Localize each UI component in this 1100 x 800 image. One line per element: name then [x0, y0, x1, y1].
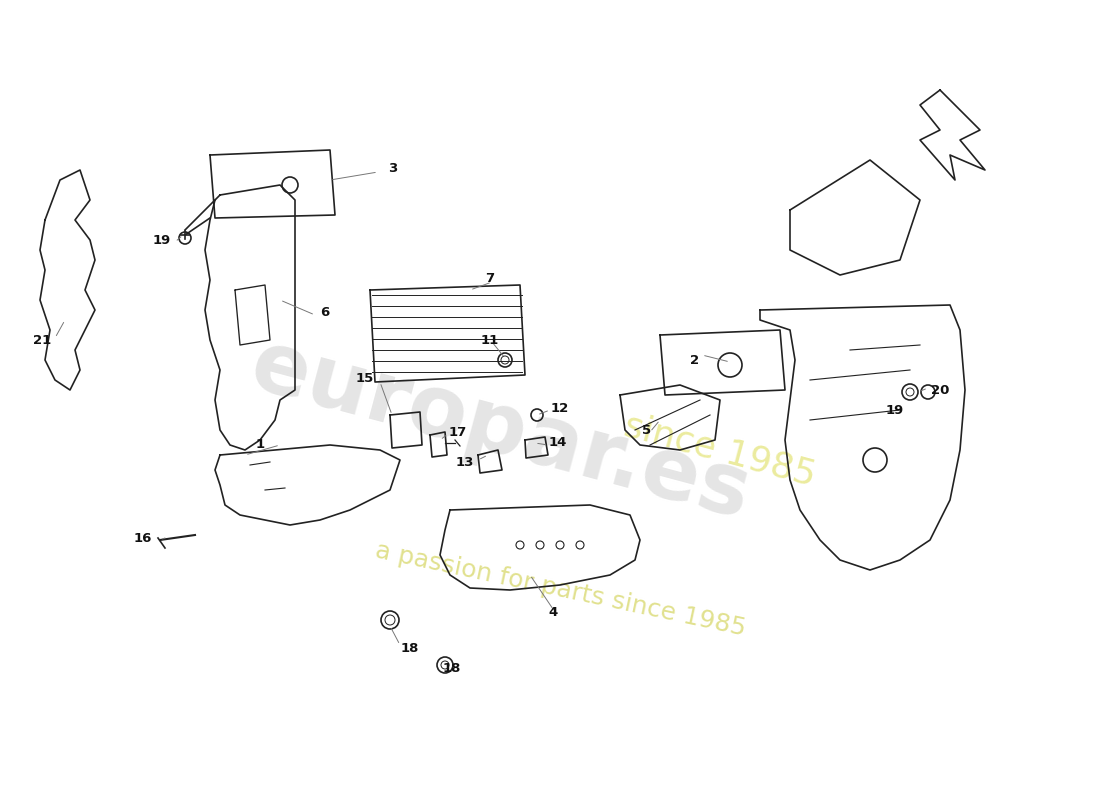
Text: 7: 7: [485, 271, 495, 285]
Text: a passion for parts since 1985: a passion for parts since 1985: [373, 539, 748, 641]
Text: 13: 13: [455, 455, 474, 469]
Text: 5: 5: [642, 423, 651, 437]
Text: 4: 4: [549, 606, 558, 618]
Text: 1: 1: [255, 438, 265, 451]
Text: 11: 11: [481, 334, 499, 346]
Text: europar.es: europar.es: [241, 323, 759, 537]
Text: 19: 19: [153, 234, 172, 246]
Text: 18: 18: [443, 662, 461, 674]
Text: since 1985: since 1985: [620, 408, 820, 492]
Text: 14: 14: [549, 437, 568, 450]
Text: 15: 15: [356, 371, 374, 385]
Text: 17: 17: [449, 426, 468, 438]
Text: 6: 6: [320, 306, 330, 319]
Text: 20: 20: [931, 383, 949, 397]
Text: 19: 19: [886, 403, 904, 417]
Text: 16: 16: [134, 531, 152, 545]
Text: 21: 21: [33, 334, 51, 346]
Text: 12: 12: [551, 402, 569, 414]
Text: 2: 2: [691, 354, 700, 366]
Text: 3: 3: [388, 162, 397, 174]
Text: 18: 18: [400, 642, 419, 654]
